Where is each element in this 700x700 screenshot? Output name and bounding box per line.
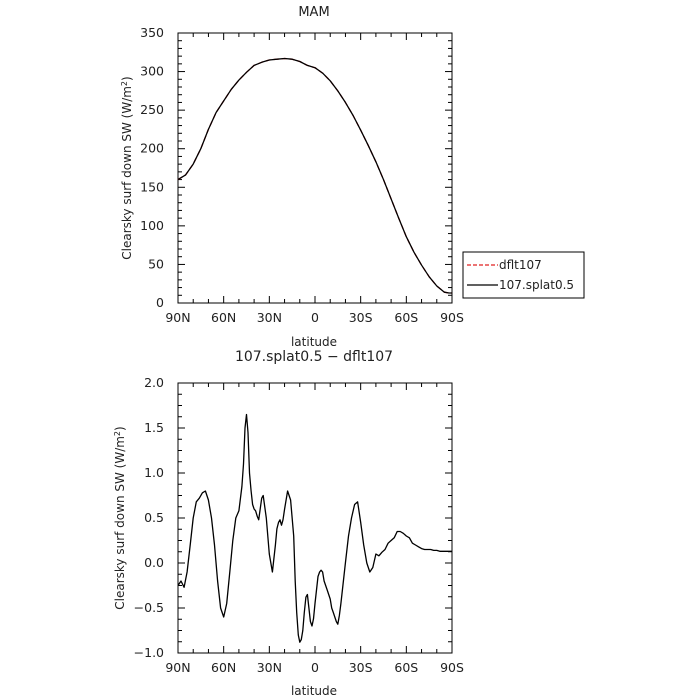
legend-label-107-splat0-5: 107.splat0.5 <box>499 278 574 292</box>
x-tick-label: 90N <box>165 310 190 325</box>
x-tick-label: 60N <box>211 660 236 675</box>
x-tick-label: 60S <box>394 310 418 325</box>
series-lines <box>177 413 452 643</box>
y-axis-label-main: Clearsky surf down SW (W/m <box>113 436 127 610</box>
y-axis-label-superscript: 2 <box>113 431 122 436</box>
x-tick-label: 90N <box>165 660 190 675</box>
y-tick-label: 100 <box>140 218 164 233</box>
y-tick-label: 0 <box>156 295 164 310</box>
series-line-107-splat0-5 <box>177 57 452 294</box>
y-axis-label: Clearsky surf down SW (W/m2) <box>120 76 135 259</box>
bottom-panel: 107.splat0.5 − dflt107 −1.0 −0.5 0.0 0.5 1.0… <box>113 349 464 698</box>
x-tick-label: 60N <box>211 310 236 325</box>
legend-label-dflt107: dflt107 <box>499 258 542 272</box>
y-tick-label: 0.5 <box>144 510 164 525</box>
y-axis-label: Clearsky surf down SW (W/m2) <box>113 426 128 609</box>
plot-frame <box>177 382 453 654</box>
x-tick-label: 90S <box>440 660 464 675</box>
y-tick-labels: −1.0 −0.5 0.0 0.5 1.0 1.5 2.0 <box>134 375 164 660</box>
top-panel: MAM 0 50 100 150 200 250 300 350 90N 60N 30N 0 30S 6… <box>120 5 464 349</box>
x-tick-label: 60S <box>394 660 418 675</box>
y-tick-label: 150 <box>140 179 164 194</box>
axis-ticks <box>177 32 453 304</box>
y-tick-label: 0.0 <box>144 555 164 570</box>
x-tick-label: 30S <box>349 660 373 675</box>
y-tick-label: 2.0 <box>144 375 164 390</box>
y-tick-label: −0.5 <box>134 600 164 615</box>
y-axis-label-superscript: 2 <box>120 81 129 86</box>
x-tick-label: 0 <box>311 660 319 675</box>
x-axis-label: latitude <box>291 335 337 349</box>
y-tick-label: 350 <box>140 25 164 40</box>
chart-title: 107.splat0.5 − dflt107 <box>235 349 393 365</box>
x-tick-label: 30S <box>349 310 373 325</box>
series-lines <box>177 57 452 294</box>
legend: dflt107 107.splat0.5 <box>462 251 585 299</box>
y-tick-label: −1.0 <box>134 645 164 660</box>
y-tick-label: 1.0 <box>144 465 164 480</box>
x-tick-label: 90S <box>440 310 464 325</box>
y-tick-label: 1.5 <box>144 420 164 435</box>
series-line <box>177 413 452 643</box>
y-tick-label: 200 <box>140 141 164 156</box>
plot-frame <box>177 32 453 304</box>
chart-title: MAM <box>298 5 329 20</box>
y-tick-label: 300 <box>140 64 164 79</box>
x-tick-label: 30N <box>257 310 282 325</box>
y-tick-labels: 0 50 100 150 200 250 300 350 <box>140 25 164 310</box>
x-tick-label: 0 <box>311 310 319 325</box>
x-tick-labels: 90N 60N 30N 0 30S 60S 90S <box>165 310 464 325</box>
x-tick-labels: 90N 60N 30N 0 30S 60S 90S <box>165 660 464 675</box>
y-axis-label-main: Clearsky surf down SW (W/m <box>120 86 134 260</box>
x-tick-label: 30N <box>257 660 282 675</box>
axis-ticks <box>177 382 453 654</box>
y-tick-label: 50 <box>148 256 164 271</box>
y-axis-label-tail: ) <box>113 426 127 431</box>
x-axis-label: latitude <box>291 684 337 698</box>
y-axis-label-tail: ) <box>120 76 134 81</box>
y-tick-label: 250 <box>140 102 164 117</box>
legend-box <box>462 251 585 299</box>
series-line-dflt107 <box>177 57 452 294</box>
